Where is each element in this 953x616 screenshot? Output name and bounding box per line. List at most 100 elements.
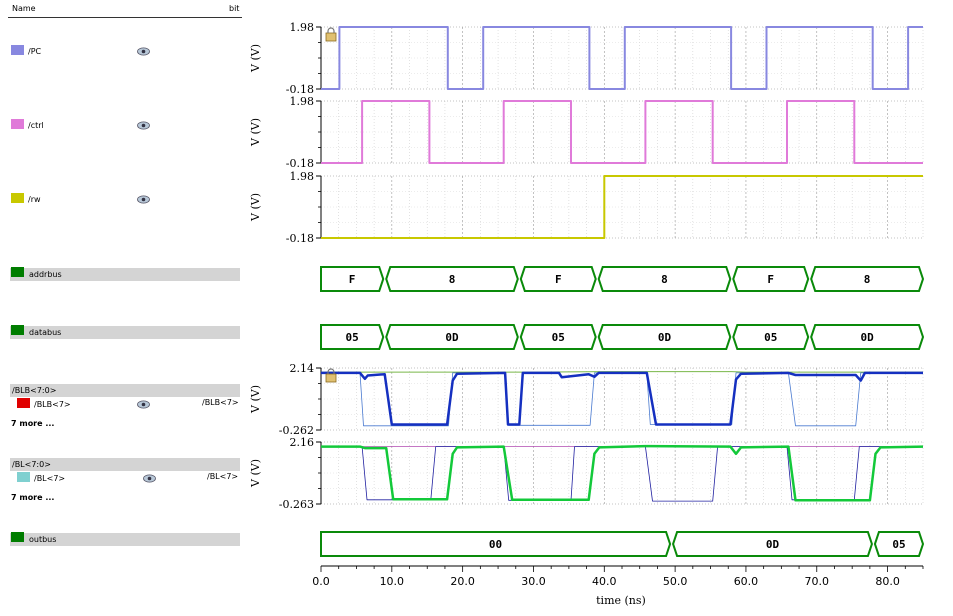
eye-icon[interactable] — [137, 195, 150, 204]
signal-label-bl7[interactable]: /BL<7> — [34, 474, 66, 483]
lock-icon — [325, 368, 337, 383]
y-max-label: 1.98 — [290, 170, 315, 183]
bus-segment — [519, 266, 597, 292]
bus-segment — [385, 266, 519, 292]
y-min-label: -0.18 — [286, 157, 314, 170]
bus-value-label: 0D — [445, 331, 459, 344]
bus-value-label: 0D — [860, 331, 874, 344]
x-tick-label: 60.0 — [734, 575, 759, 588]
bus-segment — [810, 266, 925, 292]
series-line-1 — [321, 26, 923, 90]
x-tick-label: 80.0 — [875, 575, 900, 588]
analog-panel-3: 1.98 -0.18 V (V) — [249, 170, 924, 245]
y-min-label: -0.18 — [286, 83, 314, 96]
bus-segment — [810, 324, 925, 350]
outbus-row[interactable]: outbus — [10, 533, 240, 546]
pc-color-swatch[interactable] — [11, 45, 24, 55]
lock-shackle — [327, 27, 335, 33]
eye-icon[interactable] — [137, 47, 150, 56]
bus-value-label: 8 — [661, 273, 668, 286]
bus-segment — [320, 266, 385, 292]
lock-icon — [325, 27, 337, 42]
lock-body — [325, 373, 337, 383]
series-line-3 — [321, 371, 923, 426]
signal-label-pc[interactable]: /PC — [28, 47, 42, 56]
blb-group-row[interactable]: /BLB<7:0> — [10, 384, 240, 397]
databus-row[interactable]: databus — [10, 326, 240, 339]
series-line-1 — [321, 175, 923, 239]
blb-more-link[interactable]: 7 more ... — [11, 419, 55, 428]
series-line-1 — [321, 100, 923, 164]
addrbus-row[interactable]: addrbus — [10, 268, 240, 281]
group-label-blb: /BLB<7:0> — [12, 386, 57, 395]
name-column-header: Name — [12, 4, 36, 13]
bus-value-label: F — [349, 273, 356, 286]
y-axis-label: V (V) — [249, 118, 262, 147]
bus-segment — [732, 324, 810, 350]
x-axis-label: time (ns) — [596, 594, 646, 607]
bl-more-link[interactable]: 7 more ... — [11, 493, 55, 502]
bus-value-label: F — [767, 273, 774, 286]
analog-panel-1: 1.98 -0.18 V (V) — [249, 21, 924, 96]
lock-shackle — [327, 368, 335, 374]
bus-value-label: 8 — [449, 273, 456, 286]
bus-value-label: 05 — [892, 538, 905, 551]
x-tick-label: 30.0 — [521, 575, 546, 588]
signal-label-ctrl[interactable]: /ctrl — [28, 121, 44, 130]
signal-label-databus: databus — [29, 328, 62, 337]
bus-panel-outbus: 00 0D 05 — [320, 531, 925, 557]
bus-value-label: 0D — [766, 538, 780, 551]
y-min-label: -0.262 — [279, 424, 314, 437]
bus-segment — [597, 266, 732, 292]
bus-segment — [320, 324, 385, 350]
signal-label-rw[interactable]: /rw — [28, 195, 41, 204]
eye-icon[interactable] — [137, 121, 150, 130]
bit-value-bl7: /BL<7> — [207, 472, 239, 481]
bus-segment — [385, 324, 519, 350]
x-tick-label: 10.0 — [380, 575, 405, 588]
y-max-label: 2.16 — [290, 436, 315, 449]
series-line-3 — [321, 444, 924, 502]
outbus-color-swatch[interactable] — [11, 532, 24, 542]
x-tick-label: 20.0 — [450, 575, 475, 588]
bl-group-row[interactable]: /BL<7:0> — [10, 458, 240, 471]
y-max-label: 2.14 — [290, 362, 315, 375]
bus-value-label: 05 — [552, 331, 565, 344]
bus-panel-databus: 05 0D 05 0D 05 0D — [320, 324, 925, 350]
header-divider — [8, 17, 242, 18]
analog-panel-2: 1.98 -0.18 V (V) — [249, 95, 924, 170]
analog-panel-4: 2.14 -0.262 V (V) — [249, 362, 924, 437]
lock-body — [325, 32, 337, 42]
bus-segment — [672, 531, 873, 557]
bus-value-label: 0D — [658, 331, 672, 344]
rw-color-swatch[interactable] — [11, 193, 24, 203]
y-axis-label: V (V) — [249, 385, 262, 414]
bus-segment — [320, 531, 672, 557]
x-tick-label: 70.0 — [805, 575, 830, 588]
addrbus-color-swatch[interactable] — [11, 267, 24, 277]
ctrl-color-swatch[interactable] — [11, 119, 24, 129]
bus-value-label: 00 — [489, 538, 502, 551]
bus-value-label: 05 — [345, 331, 358, 344]
eye-icon[interactable] — [137, 400, 150, 409]
x-axis: 0.0 10.0 20.0 30.0 40.0 50.0 60.0 70.0 80.0 time … — [312, 565, 924, 607]
y-max-label: 1.98 — [290, 21, 315, 34]
y-axis-label: V (V) — [249, 193, 262, 222]
y-axis-label: V (V) — [249, 44, 262, 73]
x-tick-label: 0.0 — [312, 575, 330, 588]
x-tick-label: 40.0 — [592, 575, 617, 588]
bus-segment — [597, 324, 732, 350]
group-label-bl: /BL<7:0> — [12, 460, 51, 469]
bit-value-blb7: /BLB<7> — [202, 398, 239, 407]
signal-label-blb7[interactable]: /BLB<7> — [34, 400, 71, 409]
databus-color-swatch[interactable] — [11, 325, 24, 335]
bl7-color-swatch[interactable] — [17, 472, 30, 482]
signal-name-panel: Name bit /PC /ctrl /rw addrbus databus /… — [0, 0, 245, 616]
x-tick-label: 50.0 — [663, 575, 688, 588]
bus-panel-addrbus: F 8 F 8 F 8 — [320, 266, 925, 292]
bus-segment — [732, 266, 810, 292]
y-axis-label: V (V) — [249, 459, 262, 488]
eye-icon[interactable] — [143, 474, 156, 483]
blb7-color-swatch[interactable] — [17, 398, 30, 408]
